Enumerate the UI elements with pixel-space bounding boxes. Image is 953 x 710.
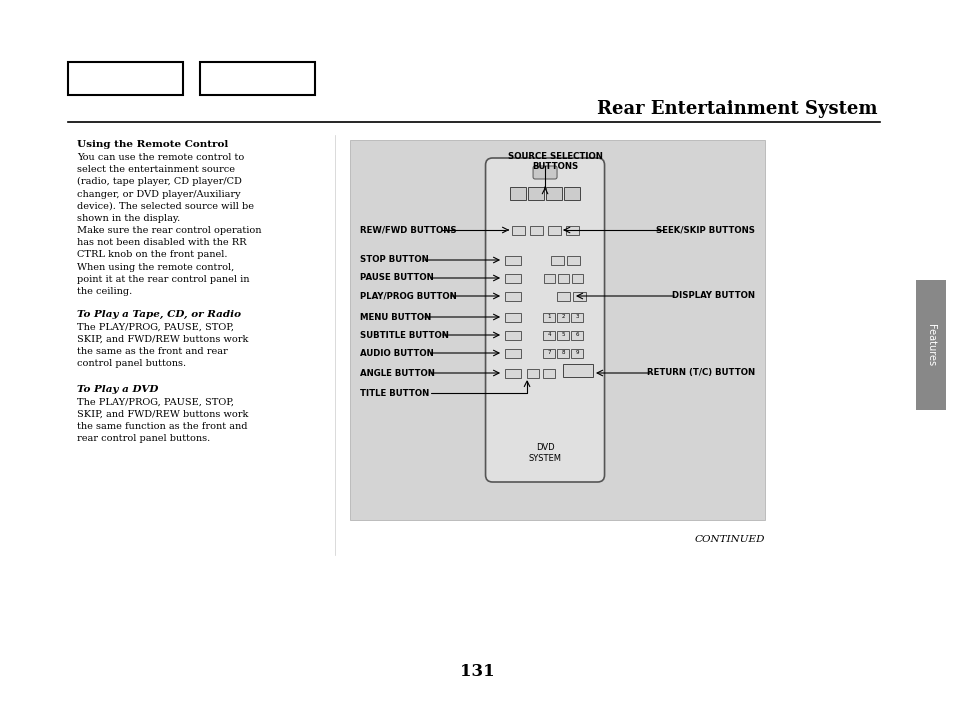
Text: 4: 4: [547, 332, 550, 337]
Bar: [542, 349, 555, 358]
Bar: [557, 349, 568, 358]
Text: PLAY/PROG BUTTON: PLAY/PROG BUTTON: [359, 292, 456, 300]
Text: ANGLE BUTTON: ANGLE BUTTON: [359, 368, 435, 378]
Text: Features: Features: [925, 324, 935, 366]
Text: Rear Entertainment System: Rear Entertainment System: [597, 100, 877, 118]
Bar: [504, 368, 520, 378]
Bar: [542, 330, 555, 339]
Bar: [511, 226, 524, 234]
Text: AUDIO BUTTON: AUDIO BUTTON: [359, 349, 434, 358]
Bar: [526, 368, 538, 378]
Text: 9: 9: [575, 351, 578, 356]
Text: SOURCE SELECTION
BUTTONS: SOURCE SELECTION BUTTONS: [507, 152, 602, 171]
Bar: [504, 292, 520, 300]
Text: You can use the remote control to
select the entertainment source
(radio, tape p: You can use the remote control to select…: [77, 153, 261, 296]
Bar: [571, 330, 582, 339]
Bar: [563, 187, 579, 200]
FancyBboxPatch shape: [533, 166, 557, 179]
Bar: [543, 273, 554, 283]
Text: 5: 5: [560, 332, 564, 337]
Bar: [571, 349, 582, 358]
Text: MENU BUTTON: MENU BUTTON: [359, 312, 431, 322]
Text: To Play a Tape, CD, or Radio: To Play a Tape, CD, or Radio: [77, 310, 241, 319]
Bar: [556, 292, 569, 300]
Bar: [529, 226, 542, 234]
Text: The PLAY/PROG, PAUSE, STOP,
SKIP, and FWD/REW buttons work
the same function as : The PLAY/PROG, PAUSE, STOP, SKIP, and FW…: [77, 398, 248, 444]
Text: 8: 8: [560, 351, 564, 356]
Bar: [557, 312, 568, 322]
Bar: [566, 256, 578, 265]
Bar: [68, 62, 183, 95]
Bar: [504, 349, 520, 358]
Text: DISPLAY BUTTON: DISPLAY BUTTON: [671, 292, 754, 300]
Text: 1: 1: [547, 315, 550, 320]
Bar: [562, 364, 593, 377]
Bar: [510, 187, 525, 200]
Text: 2: 2: [560, 315, 564, 320]
Bar: [542, 368, 555, 378]
Text: SUBTITLE BUTTON: SUBTITLE BUTTON: [359, 330, 449, 339]
Bar: [504, 330, 520, 339]
Text: TITLE BUTTON: TITLE BUTTON: [359, 388, 429, 398]
Text: The PLAY/PROG, PAUSE, STOP,
SKIP, and FWD/REW buttons work
the same as the front: The PLAY/PROG, PAUSE, STOP, SKIP, and FW…: [77, 323, 248, 368]
Text: CONTINUED: CONTINUED: [694, 535, 764, 544]
Bar: [571, 312, 582, 322]
Bar: [545, 187, 561, 200]
Bar: [565, 226, 578, 234]
Text: SEEK/SKIP BUTTONS: SEEK/SKIP BUTTONS: [656, 226, 754, 234]
Bar: [200, 62, 314, 95]
Text: PAUSE BUTTON: PAUSE BUTTON: [359, 273, 434, 283]
FancyBboxPatch shape: [485, 158, 604, 482]
Bar: [504, 273, 520, 283]
Bar: [550, 256, 563, 265]
Bar: [547, 226, 560, 234]
Bar: [572, 292, 585, 300]
Text: To Play a DVD: To Play a DVD: [77, 385, 158, 394]
Text: 3: 3: [575, 315, 578, 320]
Text: 6: 6: [575, 332, 578, 337]
Text: 131: 131: [459, 664, 494, 680]
Text: Using the Remote Control: Using the Remote Control: [77, 140, 228, 149]
Text: REW/FWD BUTTONS: REW/FWD BUTTONS: [359, 226, 456, 234]
Text: DVD
SYSTEM: DVD SYSTEM: [528, 443, 561, 463]
Bar: [504, 256, 520, 265]
Text: RETURN (T/C) BUTTON: RETURN (T/C) BUTTON: [646, 368, 754, 378]
Text: 7: 7: [547, 351, 550, 356]
Bar: [915, 280, 945, 410]
Bar: [504, 312, 520, 322]
Bar: [557, 273, 568, 283]
Bar: [557, 330, 568, 339]
Bar: [528, 187, 543, 200]
Bar: [542, 312, 555, 322]
Bar: [571, 273, 582, 283]
Bar: [350, 140, 764, 520]
Text: STOP BUTTON: STOP BUTTON: [359, 256, 428, 265]
